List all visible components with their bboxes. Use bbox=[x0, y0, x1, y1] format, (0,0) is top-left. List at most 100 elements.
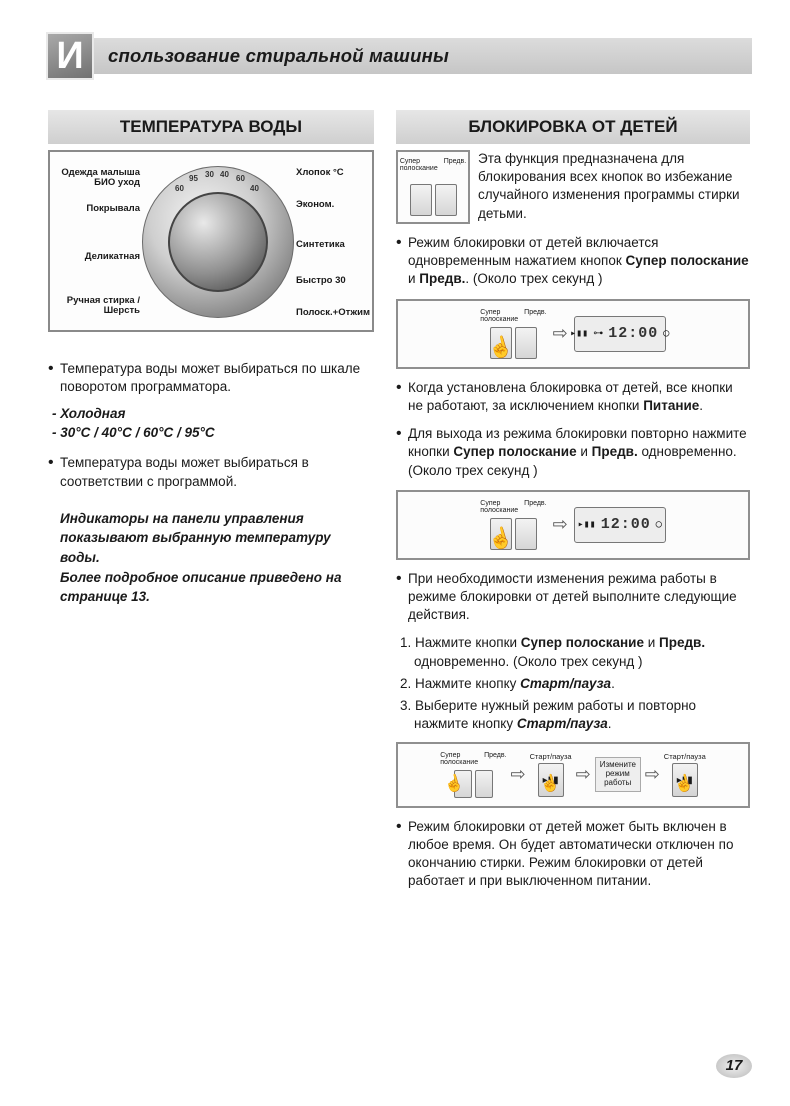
bullet: Для выхода из режима блокировки повторно… bbox=[396, 425, 750, 480]
text: . bbox=[608, 716, 612, 731]
play-icon: ▸▮▮ bbox=[578, 519, 596, 531]
bullet: Режим блокировки от детей может быть вкл… bbox=[396, 818, 750, 891]
arrow-icon: ⇨ bbox=[553, 323, 568, 344]
page-title: спользование стиральной машины bbox=[108, 45, 449, 67]
step: 2. Нажмите кнопку Старт/пауза. bbox=[400, 675, 750, 693]
dial-label: Деликатная bbox=[54, 252, 140, 262]
button-pair-press: СуперполосканиеПредв. ☝ bbox=[440, 752, 506, 798]
dial-number: 40 bbox=[220, 170, 229, 179]
intro-row: Суперполоскание Предв. Эта функция предн… bbox=[396, 150, 750, 224]
button-pair-press: СуперполосканиеПредв. ☝ bbox=[480, 500, 546, 550]
mini-label-right: Предв. bbox=[444, 158, 466, 172]
temp-line-values: - 30°C / 40°C / 60°C / 95°C bbox=[52, 425, 374, 440]
arrow-icon: ⇨ bbox=[511, 764, 526, 785]
lcd-display: ▸▮▮ ⊶ 12:00 ◯ bbox=[574, 316, 666, 352]
diagram-lock-on: СуперполосканиеПредв. ☝ ⇨ ▸▮▮ ⊶ 12:00 ◯ bbox=[396, 299, 750, 369]
mini-label-right: Предв. bbox=[524, 500, 546, 514]
bullet: Режим блокировки от детей включается одн… bbox=[396, 234, 750, 289]
btn-label: Старт/пауза bbox=[664, 752, 706, 761]
bullet-list: Режим блокировки от детей может быть вкл… bbox=[396, 818, 750, 891]
dial-number: 60 bbox=[236, 174, 245, 183]
bold: Супер полоскание bbox=[521, 635, 644, 650]
diagram-change-mode: СуперполосканиеПредв. ☝ ⇨ Старт/пауза ▸▮… bbox=[396, 742, 750, 808]
arrow-icon: ⇨ bbox=[553, 514, 568, 535]
circle-icon: ◯ bbox=[656, 519, 662, 531]
columns: ТЕМПЕРАТУРА ВОДЫ 30 40 60 95 60 40 Одежд… bbox=[48, 110, 750, 900]
page: И спользование стиральной машины ТЕМПЕРА… bbox=[0, 0, 790, 940]
bold-italic: Старт/пауза bbox=[517, 716, 608, 731]
dial-panel: 30 40 60 95 60 40 Одежда малышаБИО уход … bbox=[48, 150, 374, 332]
bullet-list: При необходимости изменения режима работ… bbox=[396, 570, 750, 625]
text: Режим блокировки от детей включается одн… bbox=[408, 235, 658, 268]
text: 2. Нажмите кнопку bbox=[400, 676, 520, 691]
text: и bbox=[644, 635, 659, 650]
panel-button bbox=[410, 184, 432, 216]
bullet: Когда установлена блокировка от детей, в… bbox=[396, 379, 750, 415]
button-pair-icon: Суперполоскание Предв. bbox=[396, 150, 470, 224]
text: одновременно. (Около трех секунд ) bbox=[414, 654, 643, 669]
panel-button bbox=[435, 184, 457, 216]
text: . (Около трех секунд ) bbox=[465, 271, 602, 286]
title-initial: И bbox=[46, 32, 94, 80]
column-right: БЛОКИРОВКА ОТ ДЕТЕЙ Суперполоскание Пред… bbox=[396, 110, 750, 900]
mini-label-left: Суперполоскание bbox=[400, 158, 438, 172]
heading-water-temp: ТЕМПЕРАТУРА ВОДЫ bbox=[48, 110, 374, 144]
play-icon: ▸▮▮ bbox=[570, 328, 588, 340]
numbered-steps: 1. Нажмите кнопки Супер полоскание и Пре… bbox=[400, 634, 750, 733]
program-dial: 30 40 60 95 60 40 bbox=[142, 166, 294, 318]
step: 3. Выберите нужный режим работы и повтор… bbox=[400, 697, 750, 733]
bullet: Температура воды может выбираться в соот… bbox=[48, 454, 374, 490]
bold: Предв. bbox=[592, 444, 638, 459]
panel-button bbox=[515, 327, 537, 359]
panel-button bbox=[515, 518, 537, 550]
dial-label: Одежда малышаБИО уход bbox=[54, 168, 140, 188]
column-left: ТЕМПЕРАТУРА ВОДЫ 30 40 60 95 60 40 Одежд… bbox=[48, 110, 374, 900]
diagram-lock-off: СуперполосканиеПредв. ☝ ⇨ ▸▮▮ 12:00 ◯ bbox=[396, 490, 750, 560]
page-title-band: И спользование стиральной машины bbox=[56, 38, 752, 74]
display-digits: 12:00 bbox=[608, 325, 658, 342]
text: . bbox=[699, 398, 703, 413]
panel-button bbox=[475, 770, 493, 798]
bold: Предв. bbox=[419, 271, 465, 286]
start-pause-press: Старт/пауза ▸▮▮ ☝ bbox=[530, 752, 572, 797]
bullet-list: Температура воды может выбираться в соот… bbox=[48, 454, 374, 490]
bullet: Температура воды может выбираться по шка… bbox=[48, 360, 374, 396]
page-number: 17 bbox=[716, 1054, 752, 1078]
flow-row: СуперполосканиеПредв. ☝ ⇨ Старт/пауза ▸▮… bbox=[406, 752, 740, 798]
button-pair bbox=[410, 184, 457, 216]
text: 1. Нажмите кнопки bbox=[400, 635, 521, 650]
text: и bbox=[408, 271, 419, 286]
dial-label: Эконом. bbox=[296, 200, 334, 210]
dial-label: Хлопок °C bbox=[296, 168, 344, 178]
step: 1. Нажмите кнопки Супер полоскание и Пре… bbox=[400, 634, 750, 670]
indicator-note: Индикаторы на панели управления показыва… bbox=[60, 509, 374, 607]
dial-label: Покрывала bbox=[54, 204, 140, 214]
dial-number: 40 bbox=[250, 184, 259, 193]
temp-line-cold: - Холодная bbox=[52, 406, 374, 421]
bold: Питание bbox=[643, 398, 699, 413]
mini-labels: Суперполоскание Предв. bbox=[400, 158, 466, 172]
arrow-icon: ⇨ bbox=[576, 764, 591, 785]
btn-label: Старт/пауза bbox=[530, 752, 572, 761]
mini-label-right: Предв. bbox=[484, 752, 506, 766]
change-mode-chip: Измените режим работы bbox=[595, 757, 641, 791]
dial-label: Ручная стирка /Шерсть bbox=[54, 296, 140, 316]
dial-label: Быстро 30 bbox=[296, 276, 346, 286]
dial-number: 60 bbox=[175, 184, 184, 193]
text: . bbox=[611, 676, 615, 691]
intro-text: Эта функция предназначена для блокирован… bbox=[478, 150, 750, 224]
heading-child-lock: БЛОКИРОВКА ОТ ДЕТЕЙ bbox=[396, 110, 750, 144]
dial-number: 30 bbox=[205, 170, 214, 179]
flow-row: СуперполосканиеПредв. ☝ ⇨ ▸▮▮ ⊶ 12:00 ◯ bbox=[406, 309, 740, 359]
bold: Супер полоскание bbox=[453, 444, 576, 459]
arrow-icon: ⇨ bbox=[645, 764, 660, 785]
display-digits: 12:00 bbox=[601, 516, 651, 533]
button-pair-press: СуперполосканиеПредв. ☝ bbox=[480, 309, 546, 359]
circle-icon: ◯ bbox=[663, 328, 669, 340]
bullet: При необходимости изменения режима работ… bbox=[396, 570, 750, 625]
bold-italic: Старт/пауза bbox=[520, 676, 611, 691]
bold: Супер полоскание bbox=[626, 253, 749, 268]
mini-label-left: Суперполоскание bbox=[480, 500, 518, 514]
bold: Предв. bbox=[659, 635, 705, 650]
dial-knob bbox=[168, 192, 268, 292]
